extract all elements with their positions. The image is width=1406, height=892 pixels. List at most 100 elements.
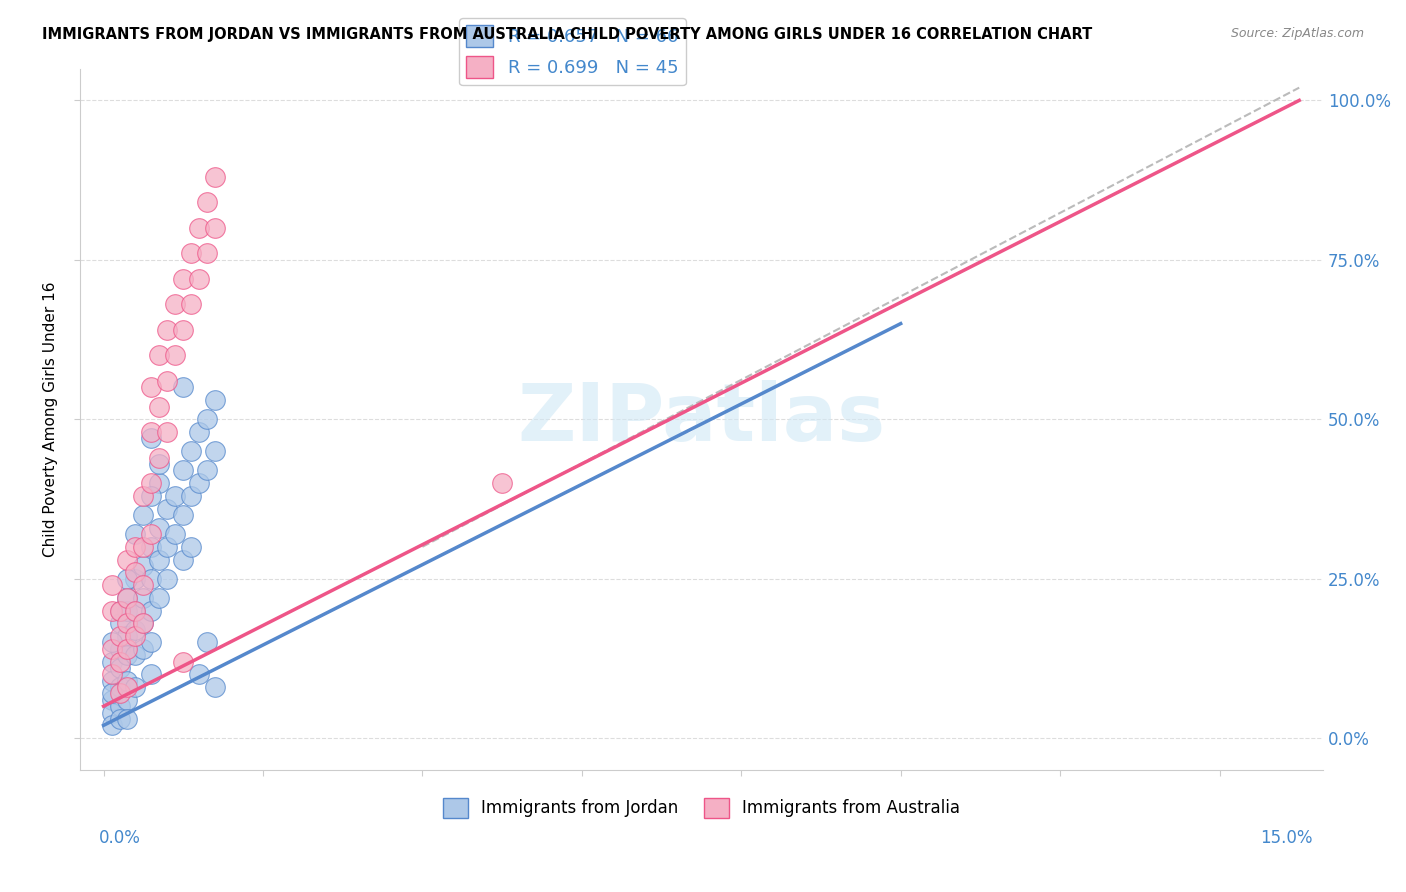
Point [117, 712, 139, 726]
Point [124, 572, 146, 586]
Point [156, 572, 179, 586]
Point [108, 661, 131, 675]
Point [132, 641, 155, 656]
Point [108, 603, 131, 617]
Point [204, 393, 226, 408]
Point [172, 323, 194, 337]
Point [117, 591, 139, 605]
Point [172, 655, 194, 669]
Point [100, 718, 122, 732]
Point [141, 527, 163, 541]
Point [108, 616, 131, 631]
Point [148, 450, 170, 465]
Point [124, 648, 146, 663]
Point [124, 603, 146, 617]
Point [195, 412, 218, 426]
Point [108, 686, 131, 700]
Point [117, 648, 139, 663]
Point [100, 673, 122, 688]
Point [108, 603, 131, 617]
Point [108, 655, 131, 669]
Point [124, 623, 146, 637]
Y-axis label: Child Poverty Among Girls Under 16: Child Poverty Among Girls Under 16 [44, 282, 58, 557]
Text: IMMIGRANTS FROM JORDAN VS IMMIGRANTS FROM AUSTRALIA CHILD POVERTY AMONG GIRLS UN: IMMIGRANTS FROM JORDAN VS IMMIGRANTS FRO… [42, 27, 1092, 42]
Point [195, 463, 218, 477]
Point [141, 540, 163, 554]
Point [204, 680, 226, 694]
Point [148, 349, 170, 363]
Point [180, 297, 202, 311]
Point [117, 603, 139, 617]
Point [132, 508, 155, 522]
Point [100, 641, 122, 656]
Point [180, 489, 202, 503]
Point [180, 444, 202, 458]
Point [117, 641, 139, 656]
Point [100, 635, 122, 649]
Point [156, 323, 179, 337]
Point [180, 540, 202, 554]
Point [100, 655, 122, 669]
Point [108, 712, 131, 726]
Point [141, 476, 163, 491]
Point [172, 552, 194, 566]
Point [124, 540, 146, 554]
Point [100, 686, 122, 700]
Point [141, 603, 163, 617]
Point [172, 508, 194, 522]
Point [124, 680, 146, 694]
Point [204, 444, 226, 458]
Point [204, 221, 226, 235]
Point [117, 673, 139, 688]
Point [141, 572, 163, 586]
Point [156, 501, 179, 516]
Point [148, 400, 170, 414]
Text: 0.0%: 0.0% [98, 829, 141, 847]
Point [165, 349, 187, 363]
Point [108, 641, 131, 656]
Point [141, 425, 163, 439]
Point [132, 591, 155, 605]
Point [148, 552, 170, 566]
Point [132, 558, 155, 573]
Point [165, 527, 187, 541]
Point [156, 540, 179, 554]
Text: ZIPatlas: ZIPatlas [517, 380, 886, 458]
Point [180, 246, 202, 260]
Point [132, 489, 155, 503]
Point [117, 693, 139, 707]
Point [117, 616, 139, 631]
Point [172, 272, 194, 286]
Point [117, 629, 139, 643]
Point [491, 476, 513, 491]
Point [117, 680, 139, 694]
Point [188, 272, 211, 286]
Point [188, 221, 211, 235]
Point [141, 489, 163, 503]
Point [132, 578, 155, 592]
Text: Source: ZipAtlas.com: Source: ZipAtlas.com [1230, 27, 1364, 40]
Point [141, 431, 163, 445]
Point [172, 463, 194, 477]
Point [188, 667, 211, 681]
Point [195, 635, 218, 649]
Point [148, 476, 170, 491]
Point [100, 693, 122, 707]
Legend: Immigrants from Jordan, Immigrants from Australia: Immigrants from Jordan, Immigrants from … [436, 791, 966, 825]
Point [132, 540, 155, 554]
Point [100, 667, 122, 681]
Point [117, 572, 139, 586]
Point [188, 425, 211, 439]
Point [141, 667, 163, 681]
Point [124, 603, 146, 617]
Point [165, 489, 187, 503]
Point [132, 616, 155, 631]
Point [100, 578, 122, 592]
Point [108, 629, 131, 643]
Point [108, 680, 131, 694]
Point [124, 629, 146, 643]
Point [141, 380, 163, 394]
Point [100, 706, 122, 720]
Point [148, 591, 170, 605]
Point [148, 457, 170, 471]
